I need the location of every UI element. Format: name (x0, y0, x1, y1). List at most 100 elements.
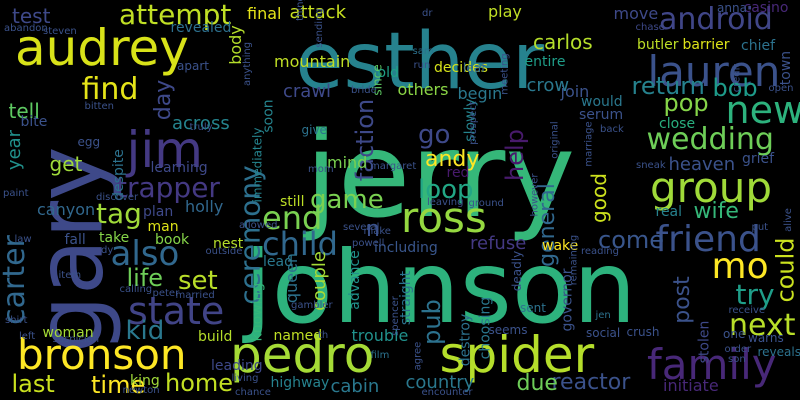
word-child: child (262, 225, 338, 263)
word-end: end (262, 199, 323, 237)
word-learning: learning (150, 160, 208, 176)
word-android: android (659, 2, 773, 37)
word-group: group (650, 163, 772, 212)
word-across: across (172, 113, 230, 134)
word-social: social (586, 326, 621, 340)
word-serum: serum (579, 107, 624, 123)
word-nest: nest (213, 236, 244, 252)
word-set: set (178, 266, 218, 296)
word-go: go (418, 120, 451, 150)
word-red: red (446, 165, 470, 181)
word-immediately: immediately (249, 127, 264, 203)
word-pedro: pedro (230, 326, 375, 384)
word-book: book (155, 232, 190, 248)
word-crush: crush (626, 325, 660, 339)
word-begin: begin (457, 84, 503, 103)
word-destroy: destroy (456, 313, 473, 367)
word-build: build (198, 329, 233, 345)
word-reveals: reveals (757, 345, 800, 359)
word-sneak: sneak (636, 160, 666, 171)
word-attempt: attempt (119, 0, 232, 31)
word-bronson: bronson (17, 330, 187, 379)
word-due: due (516, 371, 558, 396)
word-esther: esther (295, 17, 545, 107)
word-help: help (500, 129, 529, 181)
word-cabin: cabin (330, 376, 380, 397)
word-pub: pub (417, 299, 446, 345)
word-andy: andy (425, 147, 480, 172)
word-apart: apart (177, 59, 209, 73)
word-suspicion: suspicion (52, 334, 100, 345)
word-holly: holly (185, 197, 224, 216)
word-old: old (377, 65, 399, 81)
word-stolen: stolen (695, 320, 712, 364)
word-trouble: trouble (351, 326, 409, 345)
word-thing: thing (294, 0, 306, 21)
word-wedding: wedding (646, 122, 774, 157)
word-trapper: trapper (116, 171, 220, 204)
word-real: real (655, 204, 683, 220)
word-initiate: initiate (663, 376, 719, 395)
word-come: come (598, 226, 665, 254)
word-agree: agree (411, 341, 423, 371)
word-paint: paint (3, 188, 29, 199)
word-highway: highway (270, 375, 330, 391)
word-however: however (528, 173, 540, 217)
word-wake: wake (542, 238, 579, 254)
word-one: one (723, 327, 746, 341)
word-lauren: lauren (647, 47, 781, 96)
word-jerry: jerry (305, 106, 576, 244)
word-mom: mom (308, 164, 334, 175)
word-butler: butler (637, 37, 679, 53)
word-mind: mind (327, 153, 368, 172)
word-crow: crow (526, 75, 570, 96)
word-advance: advance (346, 250, 363, 310)
word-chief: chief (741, 38, 776, 54)
word-home: home (165, 369, 234, 397)
word-knowing: knowing (248, 282, 265, 342)
word-lead: lead (263, 254, 293, 270)
word-meeting: meeting (499, 53, 511, 95)
word-outside: outside (205, 246, 243, 257)
word-receive: receive (728, 305, 766, 316)
word-close: close (659, 116, 696, 132)
word-mountain: mountain (274, 52, 351, 71)
word-make: make (363, 226, 391, 237)
word-bob: bob (712, 74, 758, 102)
word-play: play (488, 2, 522, 21)
word-named: named (273, 328, 323, 344)
word-n: n (366, 217, 380, 242)
word-jim: jim (126, 121, 204, 179)
word-life: life (126, 264, 164, 292)
word-audrey: audrey (15, 19, 189, 77)
word-could: could (771, 237, 799, 303)
word-th: th (318, 330, 329, 341)
word-return: return (631, 72, 705, 100)
word-put: put (751, 222, 769, 233)
word-game: game (310, 185, 384, 215)
word-sending: sending (313, 8, 325, 48)
word-last: last (11, 370, 55, 398)
word-egg: egg (77, 135, 101, 149)
word-still: still (280, 194, 305, 210)
word-left: left (19, 331, 36, 342)
word-warns: warns (748, 331, 784, 345)
word-mo: mo (711, 246, 769, 287)
word-spider: spider (439, 326, 595, 384)
word-take: take (99, 230, 130, 246)
word-town: town (778, 50, 795, 86)
word-find: find (81, 72, 139, 107)
word-leaf: leaf (463, 61, 486, 75)
word-discover: discover (96, 192, 139, 203)
word-several: several (343, 222, 380, 233)
word-others: others (397, 80, 449, 99)
word-tag: tag (96, 197, 142, 230)
word-leaving: leaving (427, 197, 464, 208)
word-tell: tell (8, 99, 40, 123)
word-jen: jen (595, 310, 611, 321)
word-canyon: canyon (37, 200, 96, 219)
word-move: move (613, 4, 659, 23)
word-credit: credit (730, 63, 742, 93)
word-loop: loop (418, 175, 474, 205)
word-calling: calling (119, 284, 153, 295)
